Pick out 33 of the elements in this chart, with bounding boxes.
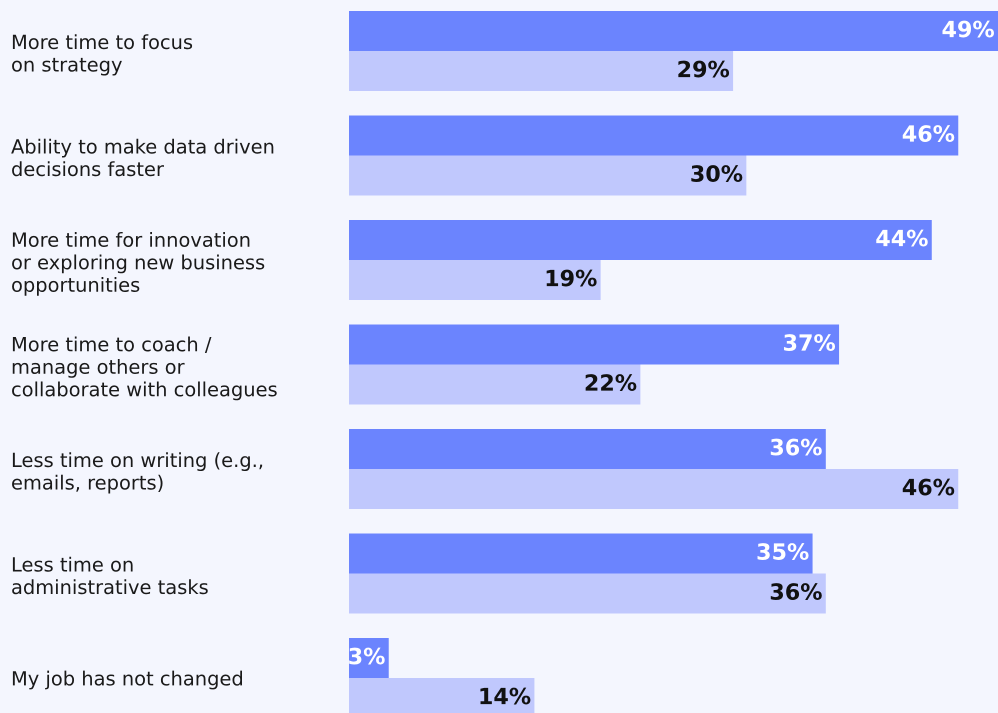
bar [349,469,958,509]
bar [349,574,826,614]
data-label: 36% [770,438,822,456]
bar [349,364,640,404]
data-label: 22% [586,374,636,391]
y-tick-label: Less time on writing (e.g., emails, reports) [12,452,262,494]
y-tick-label: Ability to make data driven decisions faster [11,138,274,176]
bar [349,260,601,300]
data-label: 30% [691,165,742,182]
bar [349,11,998,51]
y-tick-label: My job has not changed [12,670,242,690]
y-tick-label: More time to coach / manage others or collaborate with colleagues [12,336,277,400]
data-label: 3% [349,648,385,664]
data-label: 35% [758,543,809,560]
bar [349,116,958,156]
data-label: 29% [678,60,730,78]
y-tick-label: More time to focus on strategy [12,34,192,76]
data-label: 46% [902,478,954,496]
data-label: 19% [546,270,597,286]
y-tick-label: Less time on administrative tasks [12,556,208,594]
bar [349,534,813,574]
data-label: 36% [770,583,822,600]
data-label: 37% [784,334,836,351]
bar [349,51,734,91]
bar [349,429,826,469]
data-label: 44% [876,230,928,246]
bar [349,324,840,364]
data-label: 14% [480,688,530,704]
data-label: 46% [902,125,954,142]
y-tick-label: More time for innovation or exploring new business opportunities [12,232,264,296]
bar [349,156,746,196]
data-label: 49% [942,20,994,38]
bar [349,220,932,260]
